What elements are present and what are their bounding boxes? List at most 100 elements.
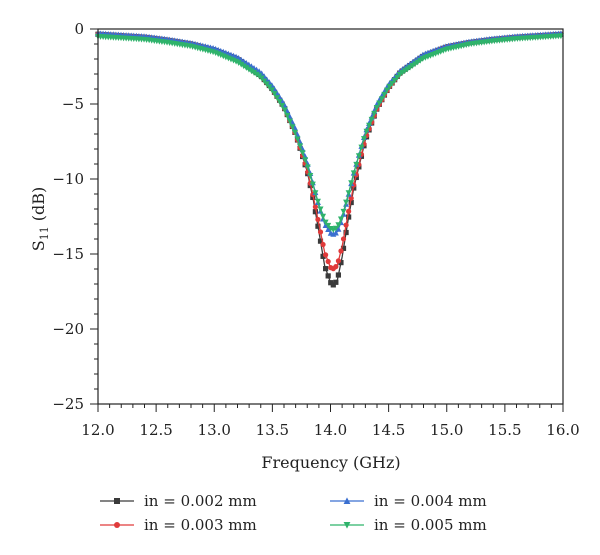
y-tick-label: 0 — [74, 20, 84, 38]
data-point-4 — [248, 68, 255, 75]
data-point-4 — [297, 143, 304, 150]
data-point-1 — [320, 253, 326, 259]
data-point-1 — [340, 245, 347, 251]
series-line-1 — [97, 33, 564, 287]
data-point-4 — [268, 87, 275, 94]
legend-label: in = 0.003 mm — [144, 516, 257, 534]
x-tick-label: 15.0 — [430, 421, 463, 439]
data-point-4 — [383, 87, 390, 94]
data-point-4 — [261, 78, 268, 85]
data-point-3 — [325, 226, 332, 232]
legend-marker — [343, 497, 351, 504]
x-tick-label: 14.0 — [314, 421, 347, 439]
data-point-4 — [253, 71, 260, 78]
x-tick-label: 15.5 — [488, 421, 521, 439]
data-point-4 — [363, 128, 370, 135]
x-tick-label: 16.0 — [546, 421, 579, 439]
data-point-4 — [309, 181, 316, 188]
data-point-2 — [338, 248, 344, 254]
data-point-1 — [346, 214, 352, 220]
data-point-4 — [360, 136, 367, 142]
x-tick-label: 12.5 — [139, 421, 172, 439]
data-point-3 — [335, 225, 342, 232]
data-point-3 — [332, 229, 339, 236]
legend-marker — [343, 522, 351, 529]
data-point-4 — [325, 222, 332, 229]
y-axis-title-unit: (dB) — [29, 187, 48, 227]
data-point-4 — [389, 80, 396, 87]
data-point-4 — [291, 129, 298, 136]
data-point-4 — [271, 91, 278, 97]
data-point-1 — [333, 279, 339, 285]
data-point-4 — [263, 81, 270, 88]
data-point-4 — [307, 173, 314, 179]
data-point-4 — [245, 66, 252, 73]
data-point-4 — [274, 95, 281, 101]
data-point-2 — [317, 229, 324, 235]
data-point-1 — [338, 260, 344, 266]
data-point-2 — [325, 258, 331, 265]
y-tick-label: −5 — [62, 95, 84, 113]
data-point-2 — [335, 258, 342, 264]
axes-layer: 12.0 12.5 13.0 13.5 14.0 14.5 15.0 15.5 16.0 0 −5 −… — [52, 20, 579, 439]
data-point-4 — [350, 170, 357, 177]
data-point-4 — [348, 180, 355, 187]
legend: in = 0.002 mm in = 0.003 mm in = 0.004 mm i… — [100, 492, 487, 534]
data-point-1 — [325, 273, 331, 279]
data-point-4 — [258, 75, 265, 82]
legend-label: in = 0.004 mm — [374, 492, 487, 510]
data-point-4 — [314, 198, 321, 205]
data-point-1 — [315, 223, 321, 229]
data-point-2 — [346, 208, 352, 214]
legend-label: in = 0.002 mm — [144, 492, 257, 510]
series-4 — [95, 33, 564, 233]
y-tick-label: −10 — [52, 170, 84, 188]
data-point-4 — [332, 225, 339, 232]
data-point-4 — [312, 190, 319, 196]
legend-item-1: in = 0.002 mm — [100, 492, 257, 510]
data-point-4 — [386, 83, 393, 90]
series-3 — [95, 30, 564, 237]
y-axis-title-main: S — [29, 240, 48, 251]
data-point-4 — [373, 104, 380, 111]
data-point-2 — [320, 241, 326, 248]
series-line-4 — [97, 35, 564, 231]
legend-label: in = 0.005 mm — [374, 516, 487, 534]
y-tick-label: −25 — [52, 395, 84, 413]
data-point-4 — [345, 190, 352, 196]
data-point-2 — [315, 216, 321, 223]
data-point-4 — [243, 65, 250, 71]
data-point-4 — [302, 157, 309, 164]
x-tick-label: 12.0 — [81, 421, 114, 439]
data-point-4 — [294, 136, 301, 143]
data-point-2 — [312, 204, 318, 210]
data-point-1 — [348, 199, 354, 206]
data-point-4 — [376, 100, 383, 107]
data-point-4 — [317, 206, 324, 213]
data-point-1 — [312, 209, 318, 215]
data-point-4 — [304, 164, 311, 171]
data-point-4 — [353, 161, 360, 168]
data-point-4 — [281, 107, 288, 114]
data-point-4 — [286, 118, 293, 125]
data-point-4 — [266, 84, 273, 91]
data-point-4 — [240, 63, 247, 70]
data-point-4 — [371, 110, 378, 117]
data-point-4 — [279, 103, 286, 109]
data-point-4 — [337, 216, 344, 223]
data-point-1 — [335, 272, 342, 278]
data-point-4 — [355, 153, 362, 160]
x-tick-label: 13.0 — [198, 421, 231, 439]
data-point-4 — [366, 122, 373, 129]
y-axis-title-subscript: 11 — [38, 226, 51, 240]
x-tick-label: 13.5 — [256, 421, 289, 439]
data-point-4 — [394, 74, 401, 81]
data-point-4 — [368, 116, 375, 123]
y-tick-label: −15 — [52, 245, 84, 263]
data-point-4 — [335, 222, 342, 229]
data-point-4 — [340, 208, 347, 215]
series-1 — [95, 31, 564, 288]
data-point-4 — [276, 99, 283, 105]
legend-marker — [114, 498, 120, 504]
series-layer — [95, 30, 564, 288]
